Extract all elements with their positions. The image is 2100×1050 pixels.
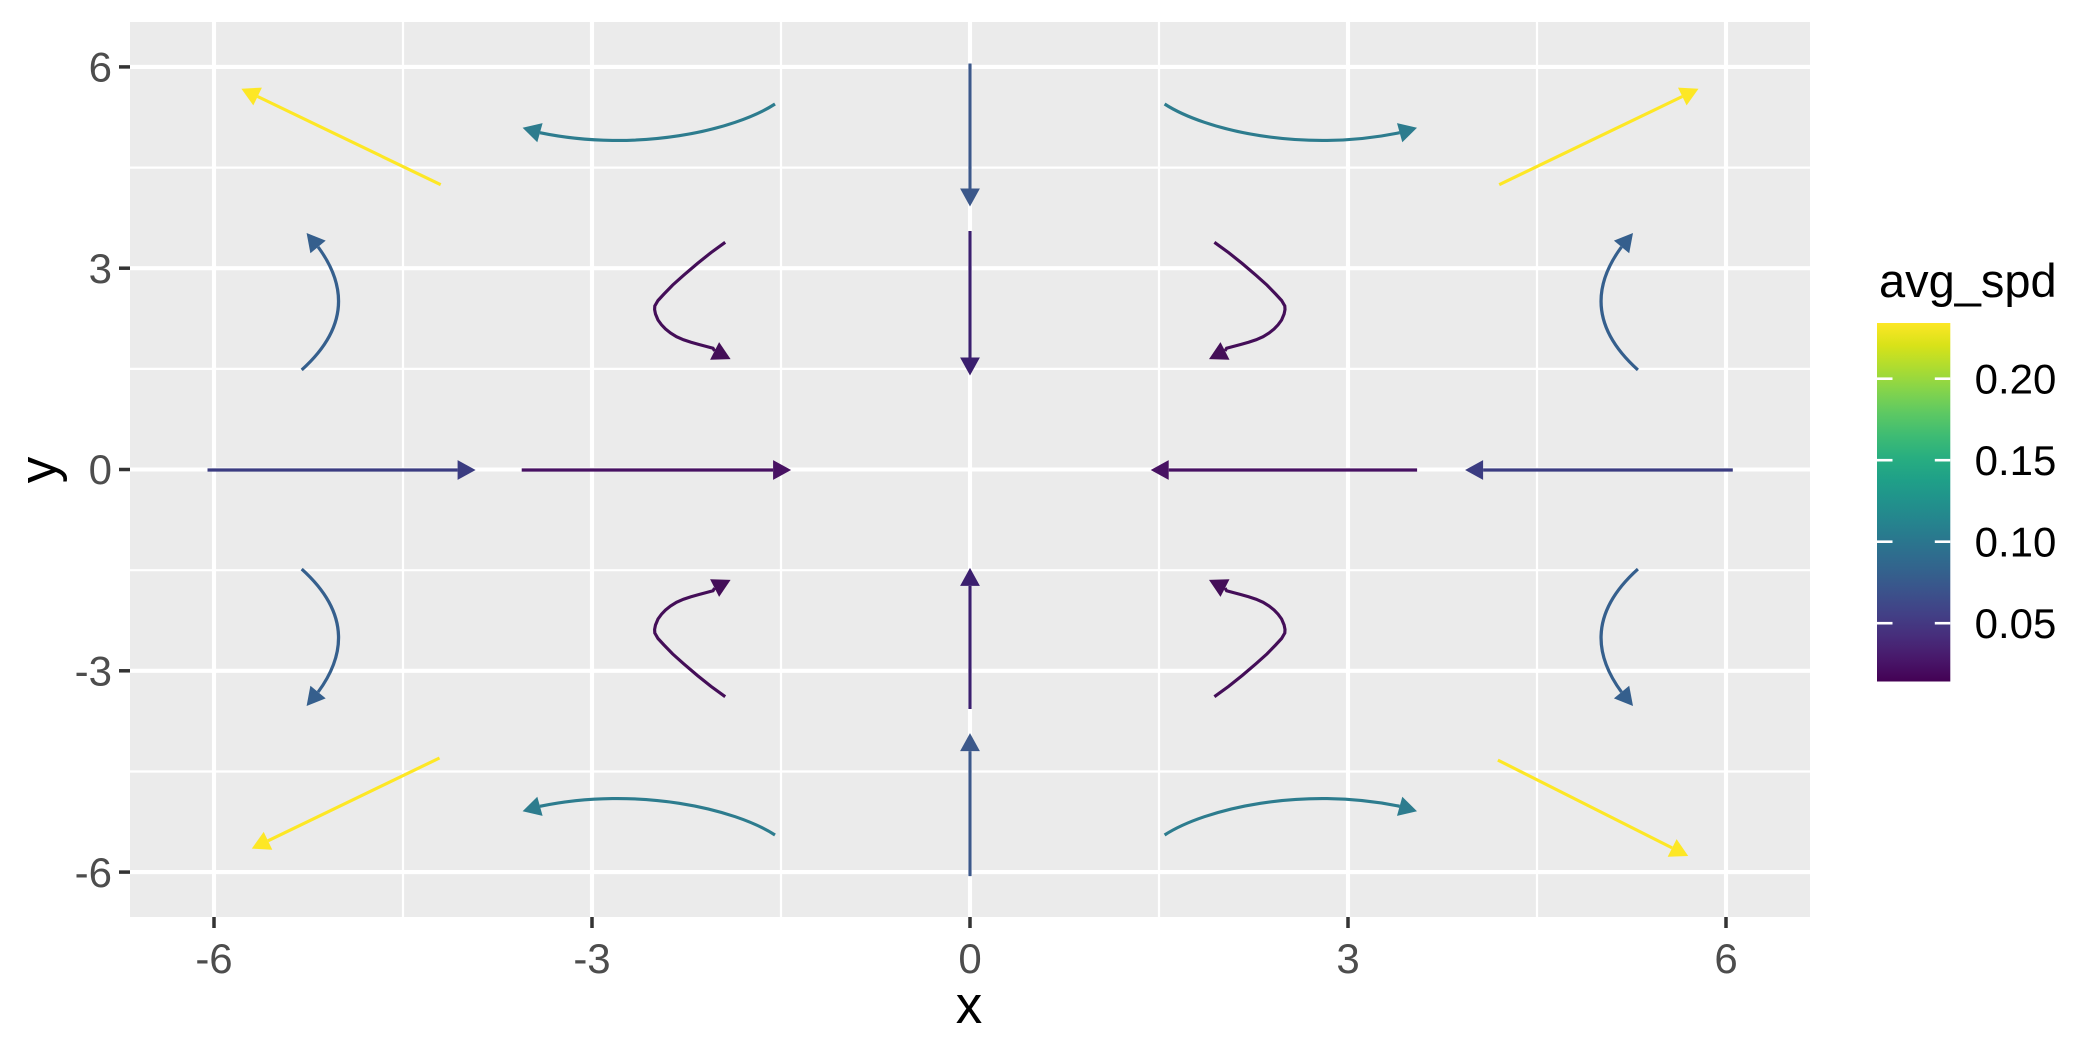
svg-text:x: x xyxy=(956,976,983,1035)
svg-text:3: 3 xyxy=(1336,935,1359,982)
svg-text:0.15: 0.15 xyxy=(1975,437,2057,484)
svg-text:0.20: 0.20 xyxy=(1975,355,2057,402)
svg-text:-3: -3 xyxy=(573,935,610,982)
svg-text:0.10: 0.10 xyxy=(1975,518,2057,565)
svg-text:0: 0 xyxy=(89,446,112,493)
svg-text:-3: -3 xyxy=(75,648,112,695)
svg-text:y: y xyxy=(9,456,68,483)
svg-text:avg_spd: avg_spd xyxy=(1879,254,2057,307)
svg-text:0.05: 0.05 xyxy=(1975,600,2057,647)
svg-text:-6: -6 xyxy=(195,935,232,982)
svg-text:3: 3 xyxy=(89,245,112,292)
svg-text:6: 6 xyxy=(89,44,112,91)
svg-text:-6: -6 xyxy=(75,849,112,896)
svg-text:0: 0 xyxy=(958,935,981,982)
svg-text:6: 6 xyxy=(1714,935,1737,982)
